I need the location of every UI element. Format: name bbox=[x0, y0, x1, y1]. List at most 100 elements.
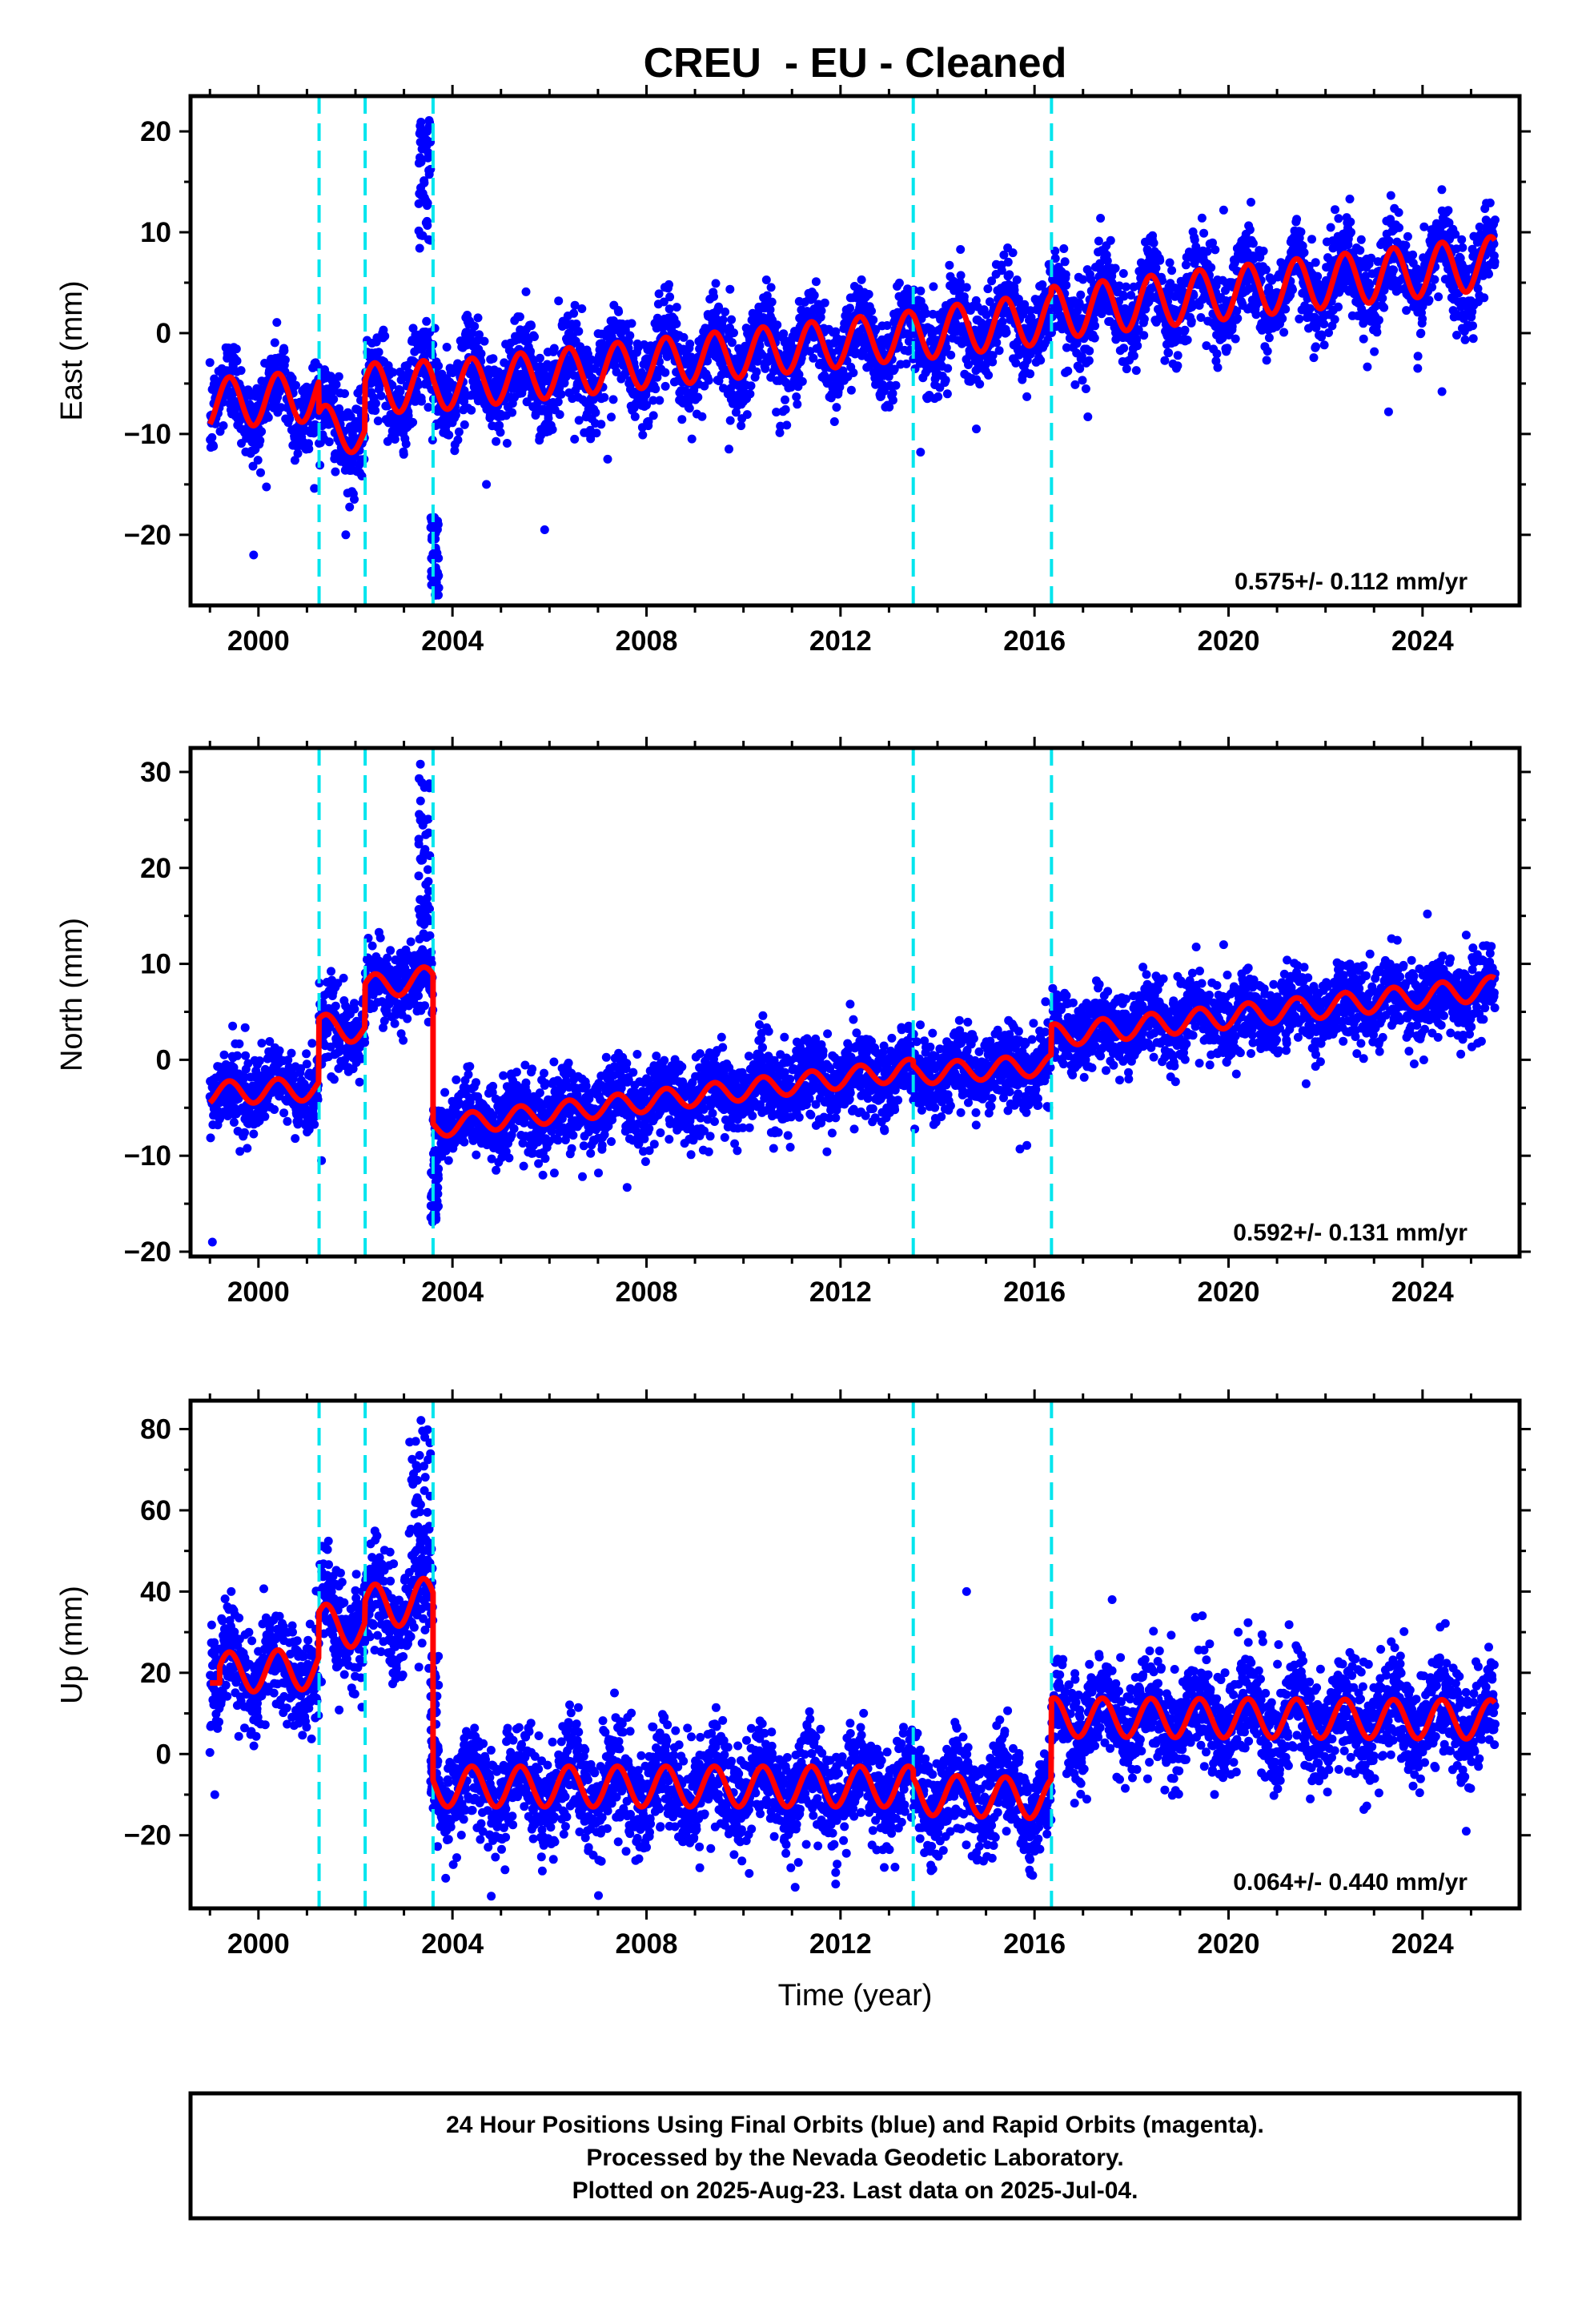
north-point bbox=[279, 1108, 289, 1118]
east-point bbox=[331, 380, 341, 389]
east-point bbox=[679, 332, 689, 342]
east-point bbox=[832, 403, 841, 412]
east-point bbox=[1457, 235, 1467, 244]
east-point bbox=[1078, 376, 1087, 385]
east-point bbox=[291, 380, 300, 390]
east-point bbox=[422, 316, 432, 326]
east-point bbox=[661, 381, 670, 391]
east-point bbox=[943, 364, 953, 373]
east-point bbox=[527, 321, 536, 331]
east-point bbox=[1173, 351, 1182, 360]
east-point bbox=[414, 226, 424, 235]
north-point bbox=[228, 1021, 238, 1031]
east-point bbox=[454, 427, 464, 436]
east-point bbox=[569, 308, 579, 318]
east-point bbox=[272, 318, 282, 328]
east-point bbox=[415, 243, 424, 253]
east-point bbox=[781, 395, 789, 404]
east-point bbox=[1355, 246, 1365, 255]
east-point bbox=[1313, 271, 1323, 281]
east-outlier bbox=[1345, 195, 1355, 203]
east-x-tick-label: 2000 bbox=[227, 625, 290, 657]
east-point bbox=[845, 304, 855, 313]
east-y-tick-label: −20 bbox=[124, 520, 171, 551]
east-point bbox=[797, 376, 807, 386]
east-point bbox=[1251, 310, 1261, 320]
east-point bbox=[1133, 341, 1142, 351]
north-point bbox=[243, 1144, 252, 1153]
east-point bbox=[1149, 239, 1158, 247]
east-point bbox=[1131, 366, 1141, 376]
east-point bbox=[1394, 207, 1403, 217]
east-point bbox=[648, 411, 658, 420]
east-point bbox=[346, 412, 355, 421]
east-point bbox=[1059, 244, 1069, 253]
east-point bbox=[1413, 352, 1423, 361]
east-y-tick-label: −10 bbox=[124, 419, 171, 450]
east-point bbox=[809, 291, 819, 300]
east-point bbox=[549, 344, 559, 353]
east-point bbox=[1248, 239, 1258, 248]
east-point bbox=[1212, 349, 1222, 359]
east-point bbox=[280, 355, 290, 364]
east-point bbox=[1094, 236, 1103, 246]
east-point bbox=[502, 439, 512, 448]
east-point bbox=[959, 292, 969, 301]
east-point bbox=[219, 421, 228, 430]
east-point bbox=[293, 448, 303, 458]
north-point bbox=[307, 1039, 317, 1048]
east-point bbox=[1090, 321, 1100, 331]
east-point bbox=[444, 430, 454, 440]
east-point bbox=[453, 435, 463, 444]
east-point bbox=[672, 303, 681, 312]
east-point bbox=[1458, 243, 1468, 252]
east-point bbox=[1164, 348, 1174, 358]
east-point bbox=[1106, 235, 1115, 245]
east-outlier bbox=[482, 480, 492, 489]
east-point bbox=[867, 306, 876, 316]
east-point bbox=[1370, 347, 1379, 356]
east-point bbox=[1331, 205, 1339, 215]
east-point bbox=[975, 380, 985, 389]
east-point bbox=[1063, 366, 1073, 376]
east-point bbox=[1231, 334, 1240, 344]
east-point bbox=[1491, 215, 1500, 225]
east-point bbox=[946, 350, 956, 360]
east-point bbox=[1424, 296, 1434, 305]
east-point bbox=[1060, 257, 1070, 267]
east-x-tick-label: 2016 bbox=[1003, 625, 1066, 657]
east-point bbox=[916, 286, 926, 296]
east-point bbox=[857, 275, 866, 284]
north-point bbox=[275, 1046, 284, 1055]
east-point bbox=[727, 315, 737, 324]
east-point bbox=[424, 403, 433, 412]
east-point bbox=[376, 391, 386, 400]
east-point bbox=[1330, 315, 1339, 324]
east-point bbox=[1233, 314, 1243, 324]
east-point bbox=[1418, 314, 1427, 324]
east-point bbox=[929, 282, 938, 292]
east-point bbox=[665, 304, 674, 314]
east-point bbox=[380, 332, 390, 341]
east-point bbox=[442, 343, 452, 352]
east-point bbox=[1167, 266, 1177, 275]
east-y-tick-label: 0 bbox=[156, 318, 171, 349]
east-point bbox=[556, 389, 566, 399]
east-point bbox=[340, 389, 349, 398]
east-point bbox=[418, 189, 428, 198]
east-point bbox=[934, 392, 943, 401]
east-point bbox=[781, 404, 790, 414]
east-point bbox=[1278, 314, 1287, 324]
east-point bbox=[434, 361, 444, 371]
east-x-tick-label: 2012 bbox=[809, 625, 872, 657]
east-point bbox=[1096, 214, 1106, 223]
east-point bbox=[420, 134, 430, 143]
east-point bbox=[1223, 344, 1232, 353]
east-point bbox=[1122, 364, 1131, 374]
east-outlier bbox=[603, 454, 612, 464]
east-x-tick-label: 2008 bbox=[616, 625, 678, 657]
east-point bbox=[401, 439, 411, 448]
east-point bbox=[1299, 247, 1309, 257]
east-point bbox=[1434, 292, 1443, 302]
north-point bbox=[257, 1039, 267, 1048]
